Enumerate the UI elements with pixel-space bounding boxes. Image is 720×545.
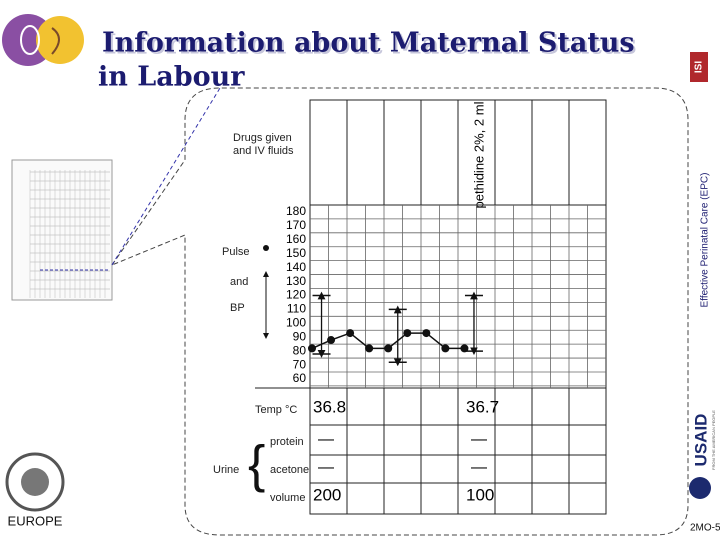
isi-text: ISI [694, 61, 705, 73]
slide-code: 2MO-55 [690, 523, 720, 534]
logo [2, 14, 84, 66]
scale-label: 140 [286, 260, 306, 274]
scale-label: 80 [293, 343, 307, 357]
pulse-label: Pulse [222, 246, 250, 258]
pulse-point [327, 336, 336, 345]
entry: — [318, 459, 334, 476]
urine-label: Urine [213, 464, 239, 476]
isi-logo [690, 52, 708, 82]
pulse-point [460, 344, 469, 353]
entry: 200 [313, 485, 341, 504]
who-globe [21, 468, 49, 496]
callout [110, 87, 689, 536]
scale-label: 60 [293, 371, 307, 385]
entry: 36.7 [466, 397, 499, 416]
urine-row: protein [270, 436, 304, 448]
side-text: Effective Perinatal Care (EPC) [700, 173, 711, 308]
entry: — [471, 431, 487, 448]
scale-label: 180 [286, 204, 306, 218]
drugs-label: Drugs given [233, 132, 292, 144]
title-shadow: Information about Maternal Status [104, 30, 637, 61]
usaid: USAID [691, 414, 710, 467]
scale-label: 100 [286, 316, 306, 330]
scale-label: 90 [293, 329, 307, 343]
scale-label: 130 [286, 274, 306, 288]
pulse-point [346, 329, 355, 338]
zoom-line [111, 87, 221, 266]
pulse-point [403, 329, 412, 338]
usaid-seal [689, 477, 711, 499]
brace: { [248, 436, 265, 494]
pulse-symbol [263, 245, 269, 251]
thumbnail [11, 159, 113, 301]
title-line: in Labour [98, 62, 245, 93]
bp-label: BP [230, 302, 245, 314]
usaid-tagline: FROM THE AMERICAN PEOPLE [711, 410, 716, 470]
urine-row: volume [270, 492, 305, 504]
and-label: and [230, 276, 248, 288]
drugs-label: and IV fluids [233, 145, 294, 157]
pulse-point [441, 344, 450, 353]
entry: 36.8 [313, 397, 346, 416]
scale-label: 170 [286, 218, 306, 232]
scale-label: 160 [286, 232, 306, 246]
entry: — [471, 459, 487, 476]
pulse-point [384, 344, 393, 353]
pulse-point [422, 329, 431, 338]
scale-label: 120 [286, 288, 306, 302]
who-emblem [5, 452, 65, 512]
drug-entry: pethidine 2%, 2 ml [471, 101, 486, 208]
entry: 100 [466, 485, 494, 504]
title-line: Information about Maternal Status [102, 28, 635, 59]
scale-label: 150 [286, 246, 306, 260]
who-region: EUROPE [8, 513, 63, 528]
temp-label: Temp °C [255, 404, 297, 416]
scale-label: 70 [293, 357, 307, 371]
entry: — [318, 431, 334, 448]
pulse-point [365, 344, 374, 353]
pulse-point [308, 344, 316, 353]
urine-row: acetone [270, 464, 309, 476]
scale-label: 110 [287, 302, 306, 316]
